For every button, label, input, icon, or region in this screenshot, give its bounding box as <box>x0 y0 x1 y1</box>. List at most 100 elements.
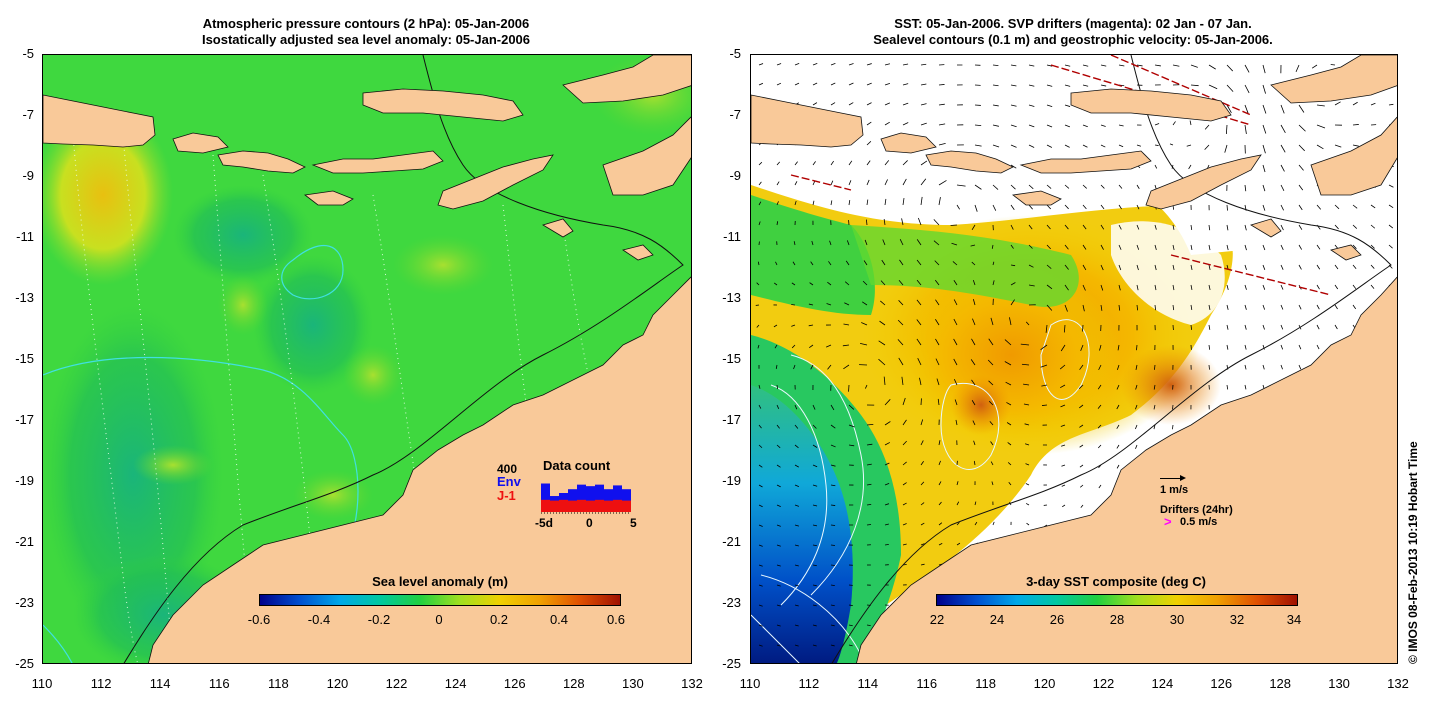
velocity-arrow <box>1005 381 1012 386</box>
velocity-arrow <box>812 544 817 547</box>
velocity-arrow <box>1010 244 1014 249</box>
velocity-arrow <box>1388 224 1394 229</box>
velocity-arrow <box>989 421 994 426</box>
velocity-arrow <box>1116 364 1120 371</box>
velocity-arrow <box>938 84 945 86</box>
velocity-arrow <box>866 424 874 426</box>
velocity-arrow <box>848 160 853 166</box>
velocity-arrow <box>881 259 886 266</box>
velocity-arrow <box>1082 224 1087 230</box>
velocity-arrow <box>1097 424 1102 429</box>
right-cbar-tick-3: 28 <box>1109 612 1125 627</box>
velocity-arrow <box>920 440 924 446</box>
j1-count-bar <box>577 499 586 512</box>
velocity-arrow <box>1244 104 1249 114</box>
velocity-arrow <box>776 604 781 607</box>
left-y-tick: -13 <box>15 290 34 305</box>
velocity-arrow <box>902 198 905 206</box>
velocity-arrow <box>1154 164 1158 169</box>
velocity-arrow <box>776 404 780 410</box>
velocity-arrow <box>794 524 800 527</box>
velocity-arrow <box>1100 204 1105 210</box>
velocity-arrow <box>1280 104 1285 114</box>
velocity-arrow <box>1028 284 1035 287</box>
velocity-arrow <box>758 504 763 508</box>
left-y-tick: -19 <box>15 473 34 488</box>
velocity-arrow <box>1061 464 1066 467</box>
velocity-arrow <box>938 180 947 186</box>
velocity-arrow <box>952 261 958 266</box>
velocity-arrow <box>974 184 982 190</box>
velocity-arrow <box>1311 64 1318 69</box>
velocity-arrow <box>1226 384 1229 390</box>
velocity-arrow <box>830 444 836 448</box>
velocity-arrow <box>934 279 940 286</box>
right-x-tick: 130 <box>1328 676 1350 691</box>
velocity-arrow <box>992 104 999 107</box>
velocity-arrow <box>1316 264 1321 270</box>
velocity-arrow <box>902 523 907 526</box>
velocity-arrow <box>935 358 940 366</box>
velocity-arrow <box>916 338 922 346</box>
velocity-arrow <box>902 543 907 546</box>
data-count-inset: Data count 400 Env J-1 -5d 0 5 <box>495 456 655 532</box>
velocity-arrow <box>1100 304 1103 311</box>
velocity-arrow <box>936 378 940 386</box>
velocity-arrow <box>1188 164 1192 170</box>
velocity-arrow <box>917 358 922 366</box>
velocity-arrow <box>972 280 976 286</box>
left-y-tick: -7 <box>22 107 34 122</box>
velocity-arrow <box>1262 104 1267 114</box>
velocity-arrow <box>1136 204 1140 210</box>
velocity-arrow <box>808 303 814 306</box>
velocity-arrow <box>1334 304 1338 310</box>
right-y-tick: -5 <box>729 46 741 61</box>
velocity-arrow <box>1064 224 1069 230</box>
velocity-arrow <box>1388 103 1394 106</box>
velocity-arrow <box>812 161 816 166</box>
velocity-arrow <box>794 444 799 449</box>
velocity-arrow <box>916 279 922 286</box>
velocity-arrow <box>1154 304 1157 311</box>
velocity-arrow <box>848 82 854 86</box>
velocity-arrow <box>791 282 796 286</box>
velocity-arrow <box>951 242 958 246</box>
velocity-arrow <box>973 460 976 466</box>
velocity-arrow <box>1046 244 1051 250</box>
velocity-arrow <box>1100 264 1104 271</box>
velocity-arrow <box>916 319 922 326</box>
velocity-arrow <box>1098 484 1102 489</box>
velocity-arrow <box>1118 64 1125 67</box>
velocity-arrow <box>757 344 760 349</box>
data-count-title: Data count <box>543 458 611 473</box>
right-cbar-tick-1: 24 <box>989 612 1005 627</box>
velocity-arrow <box>1118 244 1122 250</box>
velocity-arrow <box>920 419 924 426</box>
velocity-arrow <box>1061 504 1066 508</box>
velocity-arrow <box>825 344 832 348</box>
velocity-arrow <box>1028 224 1033 230</box>
drifter-symbol: > <box>1164 514 1172 529</box>
velocity-arrow <box>956 184 966 187</box>
velocity-arrow <box>756 324 760 328</box>
velocity-arrow <box>1154 244 1157 250</box>
velocity-arrow <box>1046 64 1053 67</box>
velocity-arrow <box>758 444 763 449</box>
velocity-arrow <box>812 624 817 627</box>
velocity-arrow <box>830 604 835 607</box>
velocity-arrow <box>992 521 995 526</box>
velocity-arrow <box>956 481 959 486</box>
velocity-arrow <box>1061 484 1066 487</box>
velocity-arrow <box>1154 144 1159 146</box>
right-x-tick: 110 <box>739 676 761 691</box>
velocity-arrow <box>1224 144 1228 153</box>
velocity-arrow <box>793 241 796 246</box>
velocity-arrow <box>848 63 854 66</box>
velocity-arrow <box>1352 224 1358 229</box>
velocity-arrow <box>1007 462 1012 466</box>
velocity-arrow <box>1262 184 1266 192</box>
velocity-arrow <box>1352 304 1357 310</box>
velocity-arrow <box>1024 423 1030 426</box>
velocity-arrow <box>843 323 850 326</box>
left-cbar-tick-5: 0.4 <box>549 612 569 627</box>
